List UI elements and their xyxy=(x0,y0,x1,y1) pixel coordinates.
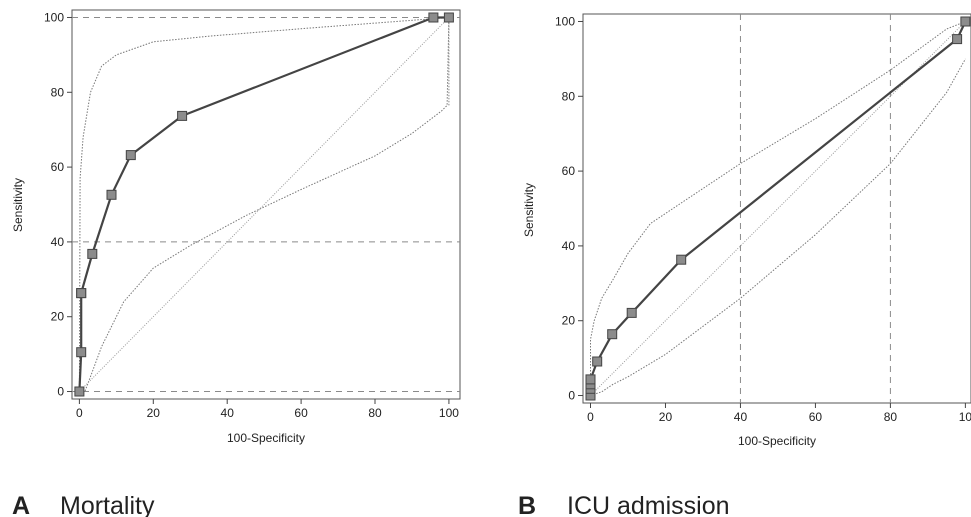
panel-title: Mortality xyxy=(60,492,155,517)
y-tick-label: 20 xyxy=(51,310,65,324)
confidence-band-lower xyxy=(79,17,450,392)
y-axis-label: Sensitivity xyxy=(11,178,25,232)
roc-point xyxy=(428,12,439,23)
roc-points xyxy=(585,16,971,401)
confidence-band-upper-line xyxy=(78,17,449,392)
y-tick-label: 40 xyxy=(51,235,65,249)
roc-point xyxy=(626,307,637,318)
roc-point xyxy=(177,110,188,121)
chance-diagonal xyxy=(590,21,966,396)
panel-letter: A xyxy=(12,492,30,517)
y-tick-label: 0 xyxy=(57,385,64,399)
x-tick-label: 60 xyxy=(809,410,823,424)
confidence-band-lower-line xyxy=(590,58,966,396)
y-axis-ticks: 0 20 40 60 80 100 xyxy=(44,10,72,399)
roc-curve-line xyxy=(589,21,967,396)
y-tick-label: 100 xyxy=(555,14,575,28)
x-tick-label: 60 xyxy=(294,406,308,420)
roc-point xyxy=(443,12,454,23)
roc-point xyxy=(607,329,618,340)
x-axis-ticks: 0 20 40 60 80 100 xyxy=(76,399,459,420)
panel-title: ICU admission xyxy=(567,492,730,517)
x-tick-label: 40 xyxy=(734,410,748,424)
plot-frame xyxy=(71,9,461,400)
x-tick-label: 80 xyxy=(368,406,382,420)
roc-point xyxy=(76,288,87,299)
confidence-band-upper xyxy=(590,21,966,396)
x-tick-label: 80 xyxy=(884,410,898,424)
confidence-band-upper-line xyxy=(590,21,966,396)
confidence-band-upper xyxy=(78,17,449,392)
x-tick-label: 0 xyxy=(587,410,594,424)
y-tick-label: 80 xyxy=(562,89,576,103)
y-axis-label: Sensitivity xyxy=(522,183,536,237)
plot-frame xyxy=(582,13,971,404)
reference-lines xyxy=(739,14,891,403)
roc-point xyxy=(592,356,603,367)
confidence-band-lower xyxy=(590,58,966,396)
x-tick-label: 10 xyxy=(959,410,971,424)
roc-point xyxy=(106,189,117,200)
x-axis-label: 100-Specificity xyxy=(227,431,305,445)
roc-points xyxy=(74,12,454,397)
y-tick-label: 60 xyxy=(51,160,65,174)
x-tick-label: 20 xyxy=(147,406,161,420)
x-tick-label: 0 xyxy=(76,406,83,420)
roc-point xyxy=(676,254,687,265)
confidence-band-lower-line xyxy=(79,17,450,392)
roc-point xyxy=(76,347,87,358)
chance-diagonal xyxy=(79,17,450,392)
chance-line xyxy=(590,21,966,396)
roc-point xyxy=(74,386,85,397)
x-tick-label: 40 xyxy=(221,406,235,420)
roc-point xyxy=(960,16,971,27)
roc-point xyxy=(125,150,136,161)
reference-lines xyxy=(72,16,460,393)
panel-mortality: 0 20 40 60 80 100 0 20 40 60 80 100 100-Specificit… xyxy=(11,9,461,517)
y-tick-label: 20 xyxy=(562,314,576,328)
panel-letter: B xyxy=(518,492,536,517)
x-tick-label: 100 xyxy=(439,406,459,420)
x-axis-ticks: 0 20 40 60 80 10 xyxy=(587,403,971,424)
roc-curve xyxy=(589,21,967,396)
y-tick-label: 0 xyxy=(568,389,575,403)
y-tick-label: 80 xyxy=(51,85,65,99)
y-tick-label: 40 xyxy=(562,239,576,253)
y-tick-label: 60 xyxy=(562,164,576,178)
x-axis-label: 100-Specificity xyxy=(738,434,816,448)
roc-point xyxy=(87,248,98,259)
y-tick-label: 100 xyxy=(44,10,64,24)
chance-line xyxy=(79,17,450,392)
y-axis-ticks: 0 20 40 60 80 100 xyxy=(555,14,583,403)
x-tick-label: 20 xyxy=(659,410,673,424)
roc-point xyxy=(952,34,963,45)
roc-point xyxy=(585,374,596,385)
